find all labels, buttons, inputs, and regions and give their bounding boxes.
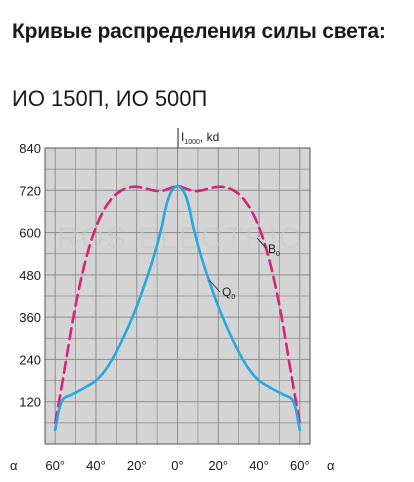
- series-line-B0: [53, 184, 302, 425]
- y-tick-label: 840: [19, 141, 41, 156]
- series-labels: B0 Q0: [208, 237, 280, 301]
- series-layer: [53, 184, 302, 432]
- y-tick-label: 480: [19, 268, 41, 283]
- x-tick-labels: 60° 40° 20° 0° 20° 40° 60°: [45, 458, 309, 473]
- x-tick-label: 20°: [127, 458, 147, 473]
- y-tick-label: 360: [19, 310, 41, 325]
- grid-lines: [44, 147, 311, 445]
- x-tick-label: 0°: [171, 458, 183, 473]
- series-label-leader: [208, 279, 221, 293]
- chart-subtitle: ИО 150П, ИО 500П: [12, 86, 208, 111]
- series-label-leader: [256, 237, 267, 249]
- series-label-Q0: Q0: [222, 285, 235, 301]
- y-tick-label: 240: [19, 352, 41, 367]
- y-axis-label: I1000, kd: [181, 130, 219, 146]
- x-tick-label: 20°: [208, 458, 228, 473]
- y-tick-label: 600: [19, 226, 41, 241]
- x-tick-label: 60°: [290, 458, 310, 473]
- y-tick-labels: 120 240 360 480 600 720 840: [19, 141, 41, 410]
- x-tick-label: 40°: [86, 458, 106, 473]
- series-line-Q0: [53, 184, 302, 432]
- x-tick-label: 40°: [249, 458, 269, 473]
- x-tick-label: 60°: [45, 458, 65, 473]
- series-label-B0: B0: [268, 242, 280, 258]
- x-axis-label-left: α: [10, 458, 18, 473]
- x-axis-label-right: α: [327, 458, 335, 473]
- y-tick-label: 720: [19, 183, 41, 198]
- y-tick-label: 120: [19, 395, 41, 410]
- page-title: Кривые распределения силы света:: [12, 20, 386, 43]
